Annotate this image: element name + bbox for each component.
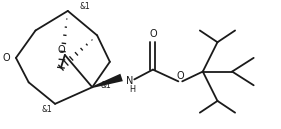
Text: O: O: [3, 53, 10, 63]
Text: &1: &1: [80, 2, 90, 11]
Text: &1: &1: [41, 105, 52, 114]
Polygon shape: [92, 74, 123, 88]
Text: &1: &1: [100, 81, 111, 90]
Text: N: N: [126, 76, 133, 86]
Text: H: H: [129, 85, 135, 94]
Text: O: O: [57, 45, 65, 55]
Text: O: O: [176, 71, 184, 81]
Text: O: O: [149, 29, 157, 39]
